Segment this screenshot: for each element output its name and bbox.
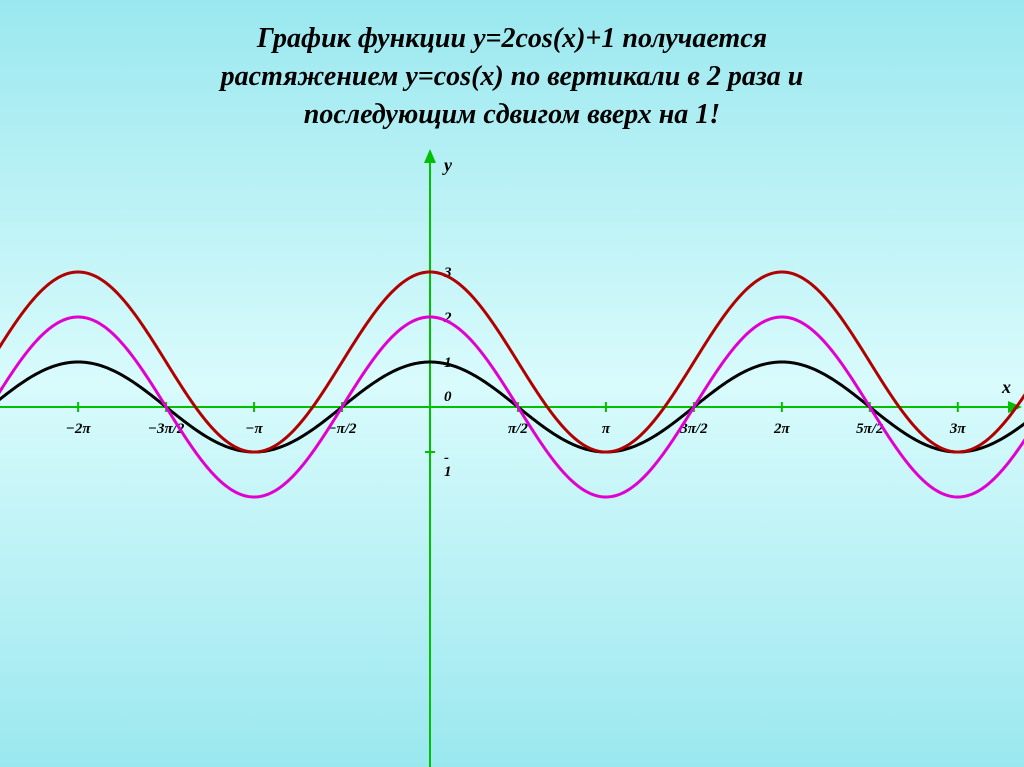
y-axis-label: у — [442, 155, 453, 175]
title-fn2: y=cos(x) — [405, 61, 503, 92]
title-text-3a: последующим сдвигом вверх на — [304, 99, 696, 130]
title-num2: 2 — [707, 61, 721, 92]
x-tick-label: 3π — [949, 421, 967, 437]
title-num3: 1 — [695, 99, 709, 130]
x-tick-label: π/2 — [508, 421, 528, 437]
title-fn1: y=2cos(x)+1 — [473, 23, 615, 54]
x-tick-label: −2π — [66, 421, 92, 437]
title-text-2b: по вертикали в — [504, 61, 707, 92]
title-text-2a: растяжением — [221, 61, 406, 92]
y-tick-label: -1 — [444, 450, 452, 480]
title-text-3b: ! — [709, 99, 720, 130]
chart-title: График функции y=2cos(x)+1 получается ра… — [0, 20, 1024, 133]
title-text-1b: получается — [615, 23, 767, 54]
chart-plot: ху−2π−3π/2−π−π/2π/2π3π/22π5π/23π3210-1 — [0, 147, 1024, 767]
x-tick-label: π — [602, 421, 611, 437]
x-tick-label: −π — [245, 421, 263, 437]
y-tick-label: 0 — [444, 389, 452, 405]
x-axis-label: х — [1001, 377, 1011, 397]
title-text-2c: раза и — [721, 61, 804, 92]
x-tick-label: 2π — [773, 421, 791, 437]
title-text-1a: График функции — [257, 23, 473, 54]
